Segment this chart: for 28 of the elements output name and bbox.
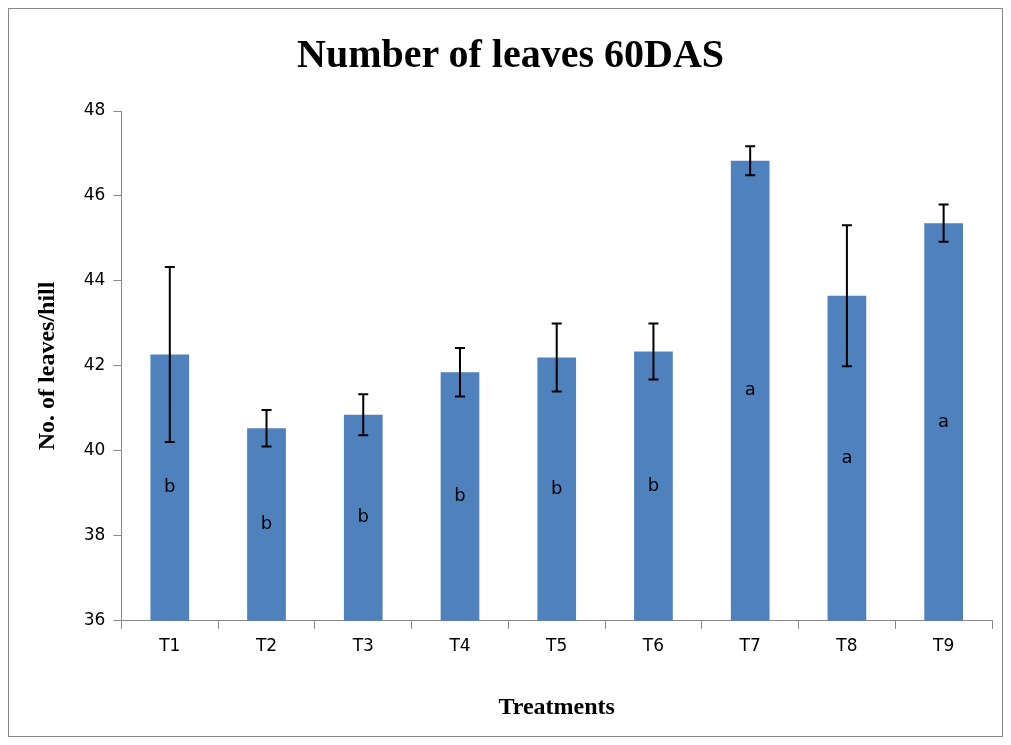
data-label: b — [454, 484, 466, 506]
y-tick-label: 38 — [83, 524, 106, 545]
data-label: a — [744, 378, 756, 400]
y-axis-title: No. of leaves/hill — [32, 281, 59, 451]
x-axis-title: Treatments — [498, 692, 615, 719]
y-tick-label: 36 — [83, 609, 106, 630]
x-tick-label: T2 — [254, 635, 278, 656]
x-tick-label: T3 — [351, 635, 374, 656]
x-tick-label: T4 — [448, 635, 471, 656]
x-tick-label: T5 — [545, 635, 568, 656]
data-label: b — [164, 475, 176, 497]
data-label: a — [938, 409, 950, 431]
x-tick-label: T9 — [932, 635, 955, 656]
chart-title: Number of leaves 60DAS — [296, 31, 725, 77]
data-label: b — [357, 505, 369, 527]
y-tick-label: 46 — [83, 184, 106, 205]
y-tick-label: 48 — [83, 99, 106, 120]
y-tick-label: 44 — [83, 269, 106, 290]
x-tick-label: T6 — [641, 635, 665, 656]
x-tick-label: T8 — [835, 635, 858, 656]
data-label: b — [551, 476, 563, 498]
data-label: a — [841, 445, 853, 467]
data-label: b — [260, 512, 273, 534]
x-tick-label: T1 — [158, 635, 181, 656]
y-tick-label: 40 — [83, 439, 106, 460]
data-label: b — [647, 473, 660, 495]
y-tick-label: 42 — [83, 354, 106, 375]
x-tick-label: T7 — [738, 635, 761, 656]
